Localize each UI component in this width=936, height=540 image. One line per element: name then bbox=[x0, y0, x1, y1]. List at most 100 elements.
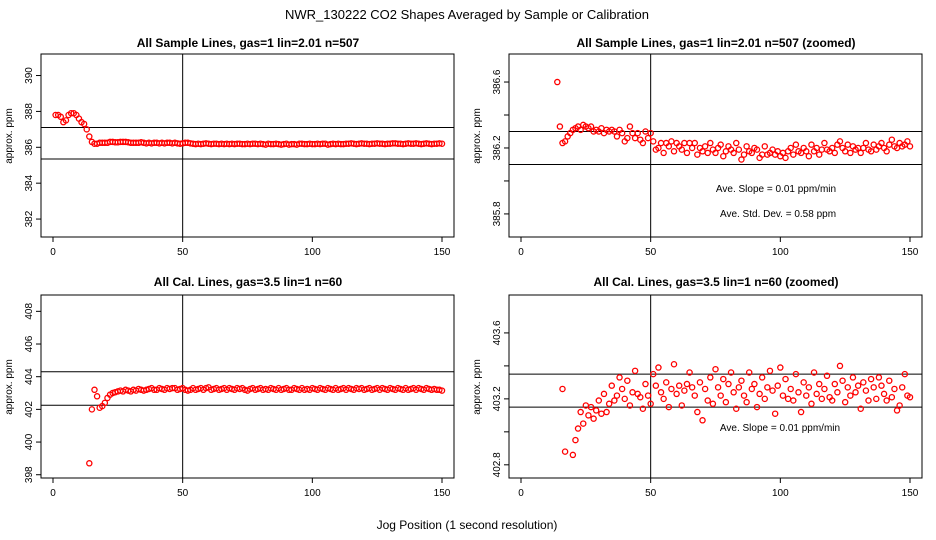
data-point bbox=[795, 389, 802, 396]
data-point bbox=[732, 405, 740, 413]
data-point bbox=[753, 403, 761, 411]
panel-cal-lines: All Cal. Lines, gas=3.5 lin=1 n=60 appro… bbox=[4, 275, 455, 499]
data-point bbox=[896, 402, 903, 409]
data-point bbox=[668, 385, 675, 393]
x-tick-label: 150 bbox=[902, 247, 919, 258]
y-tick-label: 402 bbox=[24, 401, 35, 418]
data-point bbox=[720, 375, 727, 383]
data-point bbox=[670, 360, 678, 368]
data-point bbox=[839, 377, 846, 384]
data-point bbox=[860, 379, 867, 386]
panel-sample-lines: All Sample Lines, gas=1 lin=2.01 n=507 a… bbox=[4, 36, 455, 258]
data-point bbox=[883, 148, 890, 155]
y-tick-label: 404 bbox=[24, 368, 35, 385]
data-point bbox=[62, 117, 70, 124]
data-point bbox=[707, 139, 714, 147]
data-point bbox=[821, 139, 828, 147]
data-point bbox=[652, 382, 660, 389]
data-point bbox=[642, 380, 649, 388]
data-point bbox=[585, 412, 592, 419]
data-point bbox=[875, 374, 883, 381]
data-point bbox=[725, 380, 732, 388]
data-point bbox=[678, 402, 686, 409]
data-point bbox=[559, 385, 566, 393]
annotation: Ave. Slope = 0.01 ppm/min bbox=[720, 423, 840, 434]
data-point bbox=[800, 379, 807, 386]
data-point bbox=[598, 410, 605, 417]
data-point bbox=[577, 126, 584, 134]
data-point bbox=[681, 139, 688, 147]
data-point bbox=[637, 393, 644, 401]
data-point bbox=[624, 134, 631, 142]
data-point bbox=[675, 382, 683, 389]
figure-title: NWR_130222 CO2 Shapes Averaged by Sample… bbox=[285, 7, 649, 22]
x-tick-label: 100 bbox=[304, 247, 321, 258]
data-point bbox=[691, 392, 699, 399]
data-point bbox=[828, 144, 836, 152]
data-point bbox=[787, 144, 794, 152]
data-point bbox=[699, 417, 706, 424]
y-tick-label: 403.2 bbox=[492, 386, 503, 411]
data-point bbox=[436, 140, 443, 147]
data-point bbox=[844, 141, 852, 148]
data-point bbox=[790, 397, 797, 404]
data-point bbox=[805, 384, 813, 391]
data-point bbox=[906, 143, 914, 150]
data-point bbox=[823, 372, 831, 380]
panel-ylabel: approx. ppm bbox=[4, 359, 15, 415]
data-point bbox=[722, 398, 730, 406]
y-tick-label: 402.8 bbox=[492, 452, 503, 477]
x-tick-label: 100 bbox=[304, 488, 321, 499]
data-point bbox=[878, 139, 885, 147]
plot-frame bbox=[40, 53, 455, 238]
data-point bbox=[438, 387, 446, 394]
data-point bbox=[784, 395, 792, 403]
panel-title: All Sample Lines, gas=1 lin=2.01 n=507 bbox=[137, 36, 360, 50]
data-point bbox=[712, 149, 719, 157]
data-point bbox=[618, 385, 626, 393]
x-tick-label: 50 bbox=[177, 247, 189, 258]
data-point bbox=[756, 390, 763, 398]
data-point bbox=[668, 138, 675, 145]
data-point bbox=[80, 120, 88, 128]
data-point bbox=[751, 380, 758, 388]
data-point bbox=[660, 149, 667, 157]
data-point bbox=[730, 149, 737, 157]
y-tick-label: 385.8 bbox=[492, 201, 503, 226]
data-point bbox=[849, 374, 857, 381]
data-point bbox=[574, 425, 582, 432]
data-point bbox=[650, 138, 657, 145]
data-point bbox=[761, 143, 769, 150]
data-point bbox=[782, 154, 789, 162]
panel-ylabel: approx. ppm bbox=[4, 108, 15, 164]
data-point bbox=[694, 408, 701, 416]
data-point bbox=[665, 143, 673, 150]
data-point bbox=[803, 148, 810, 155]
panel-ylabel: approx. ppm bbox=[472, 359, 483, 415]
data-point bbox=[618, 129, 626, 137]
y-tick-label: 386.6 bbox=[492, 69, 503, 94]
data-point bbox=[867, 375, 875, 383]
data-point bbox=[766, 367, 774, 375]
data-point bbox=[605, 400, 613, 408]
data-point bbox=[681, 387, 688, 394]
data-point bbox=[764, 384, 771, 391]
data-point bbox=[554, 78, 561, 86]
data-point bbox=[720, 152, 727, 160]
figure-xlabel: Jog Position (1 second resolution) bbox=[377, 518, 558, 532]
data-point bbox=[727, 369, 735, 376]
data-point bbox=[569, 451, 577, 459]
x-tick-label: 0 bbox=[518, 247, 524, 258]
data-point bbox=[613, 392, 621, 399]
data-point bbox=[57, 113, 65, 121]
data-point bbox=[91, 386, 98, 394]
data-point bbox=[818, 146, 826, 153]
data-point bbox=[88, 406, 96, 413]
data-point bbox=[758, 374, 766, 381]
data-point bbox=[740, 392, 748, 399]
data-point bbox=[854, 382, 862, 389]
data-point bbox=[629, 389, 636, 396]
y-tick-label: 406 bbox=[24, 335, 35, 352]
